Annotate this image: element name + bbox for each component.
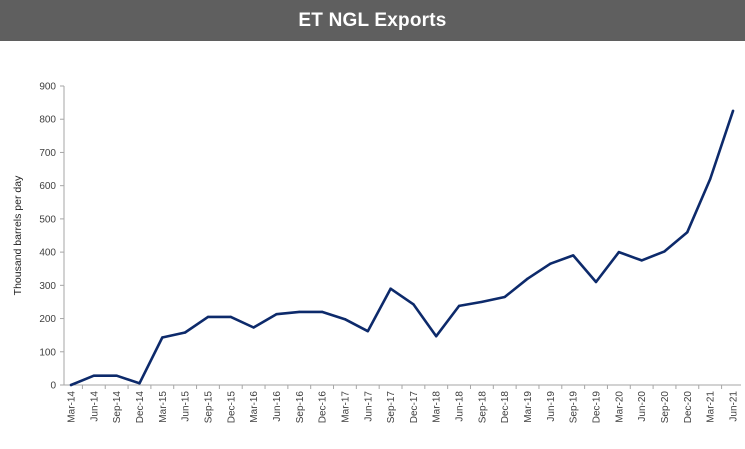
y-tick-label: 400	[39, 248, 56, 259]
data-point	[617, 250, 621, 254]
data-point	[640, 259, 643, 262]
x-tick-label: Dec-20	[683, 391, 694, 424]
data-point	[503, 295, 506, 299]
series-layer	[69, 109, 735, 387]
data-point	[731, 109, 735, 113]
x-tick-label: Jun-14	[89, 391, 100, 422]
data-point	[457, 304, 461, 308]
x-tick-label: Jun-17	[363, 391, 374, 422]
x-tick-label: Mar-20	[614, 391, 625, 423]
x-tick-label: Mar-21	[706, 391, 717, 423]
data-point	[115, 374, 118, 377]
x-tick-label: Dec-17	[409, 391, 420, 424]
data-point	[343, 318, 347, 321]
data-point	[206, 315, 210, 319]
y-axis-title: Thousand barrels per day	[12, 175, 24, 295]
chart-title: ET NGL Exports	[298, 9, 447, 31]
y-tick-label: 600	[39, 181, 56, 192]
labels: 0 100 200 300 400 500 600 700 800 900 Mar-14 Jun-14…	[12, 82, 740, 424]
data-point	[138, 382, 141, 385]
data-point	[708, 177, 712, 181]
data-point	[389, 287, 392, 290]
data-point	[229, 315, 232, 319]
x-tick-label: Dec-18	[500, 391, 511, 424]
x-tick-label: Mar-15	[158, 391, 169, 423]
x-tick-label: Dec-16	[318, 391, 329, 424]
data-point	[275, 313, 278, 316]
x-tick-label: Dec-15	[226, 391, 237, 424]
x-tick-label: Sep-18	[477, 391, 488, 424]
data-point	[549, 262, 552, 265]
axes	[60, 85, 741, 389]
data-point	[298, 310, 301, 314]
data-point	[435, 334, 438, 338]
y-tick-label: 0	[50, 381, 56, 392]
x-tick-label: Jun-15	[181, 391, 192, 422]
x-tick-label: Jun-20	[637, 391, 648, 422]
data-point	[526, 277, 529, 280]
x-tick-label: Sep-19	[569, 391, 580, 424]
y-tick-label: 800	[39, 115, 56, 126]
data-point	[366, 329, 369, 333]
data-point	[161, 336, 164, 339]
x-tick-label: Sep-15	[203, 391, 214, 424]
y-tick-label: 900	[39, 82, 56, 93]
x-tick-label: Mar-19	[523, 391, 534, 423]
y-tick-label: 700	[39, 148, 56, 159]
x-tick-label: Jun-16	[272, 391, 283, 422]
x-tick-label: Mar-16	[249, 391, 260, 423]
x-tick-label: Jun-19	[546, 391, 557, 422]
x-tick-label: Sep-20	[660, 391, 671, 424]
y-tick-label: 500	[39, 214, 56, 225]
y-tick-label: 300	[39, 281, 56, 292]
y-tick-label: 100	[39, 347, 56, 358]
x-tick-label: Mar-18	[432, 391, 443, 423]
data-point	[663, 250, 666, 253]
data-point	[480, 300, 484, 304]
data-point	[252, 326, 255, 329]
x-tick-label: Dec-19	[592, 391, 603, 424]
x-tick-label: Sep-16	[295, 391, 306, 424]
data-point	[92, 374, 96, 377]
x-tick-label: Jun-21	[729, 391, 740, 422]
data-point	[183, 331, 187, 334]
x-tick-label: Mar-14	[67, 391, 78, 423]
x-tick-label: Mar-17	[340, 391, 351, 423]
y-tick-label: 200	[39, 314, 56, 325]
data-point	[320, 310, 324, 314]
data-point	[686, 230, 689, 234]
data-point	[412, 303, 415, 306]
series-line-0	[69, 109, 735, 387]
data-point	[69, 383, 73, 387]
data-point	[594, 280, 598, 284]
data-point	[572, 254, 575, 257]
x-tick-label: Sep-17	[386, 391, 397, 424]
x-tick-label: Dec-14	[135, 391, 146, 424]
x-tick-label: Jun-18	[455, 391, 466, 422]
chart-title-bar: ET NGL Exports	[0, 0, 745, 41]
x-tick-label: Sep-14	[112, 391, 123, 424]
